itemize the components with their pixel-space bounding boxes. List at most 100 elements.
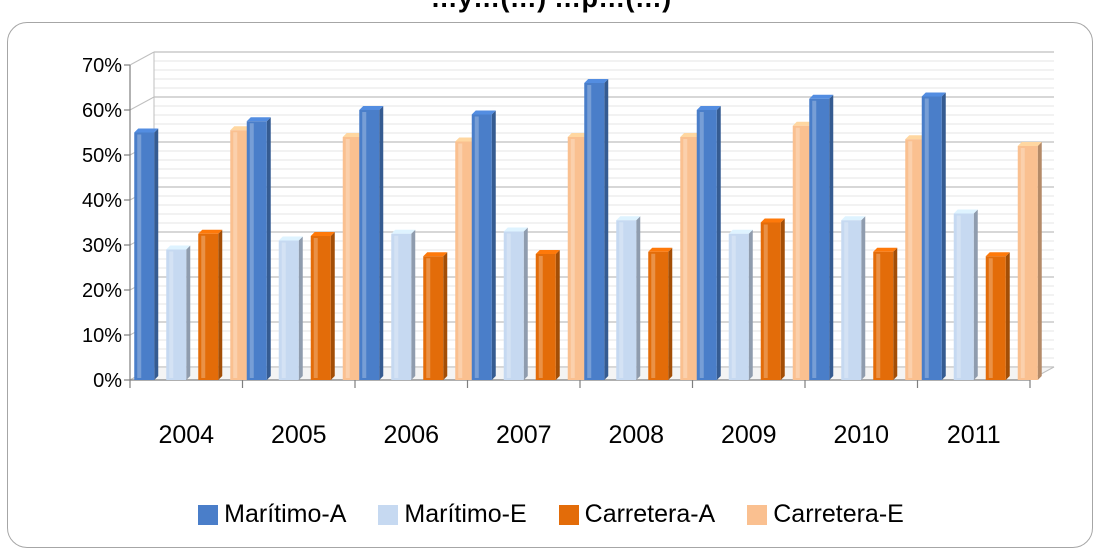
bar-mar-timo-a-2009	[696, 110, 717, 380]
bar-carretera-a-2010	[873, 251, 894, 380]
bar-carretera-e-2007	[567, 137, 588, 380]
bar-carretera-e-2011	[1017, 146, 1038, 380]
legend-item-maritimo-a: Marítimo-A	[198, 500, 346, 529]
bar-mar-timo-e-2011	[953, 213, 974, 380]
bar-top	[809, 94, 834, 99]
label-layer: 0% 10% 20% 30% 40% 50% 60% 70% 2004 2005 2006 2007 2…	[82, 55, 1001, 449]
x-tick-label: 2005	[271, 421, 327, 449]
bar-highlight	[538, 256, 543, 378]
bar-top	[423, 252, 448, 257]
bar-side	[829, 94, 834, 380]
bar-highlight	[426, 258, 431, 378]
bar-mar-timo-a-2011	[921, 96, 942, 380]
bar-mar-timo-a-2005	[246, 121, 267, 380]
y-tick-label: 30%	[82, 235, 122, 257]
y-tick-label: 20%	[82, 280, 122, 302]
legend: Marítimo-A Marítimo-E Carretera-A Carret…	[0, 500, 1102, 529]
bar-side	[298, 236, 303, 380]
bar-carretera-a-2008	[648, 251, 669, 380]
bar-top	[616, 216, 641, 221]
bar-mar-timo-a-2004	[134, 132, 155, 380]
bar-highlight	[362, 112, 367, 378]
bar-side	[604, 79, 609, 380]
bar-top	[728, 229, 753, 234]
bar-carretera-e-2006	[455, 141, 476, 380]
bar-top	[134, 128, 159, 133]
bar-side	[893, 247, 898, 380]
y-tick-label: 40%	[82, 190, 122, 212]
legend-item-carretera-a: Carretera-A	[558, 500, 715, 529]
bar-mar-timo-e-2010	[841, 220, 862, 380]
bar-top	[1017, 142, 1042, 146]
bar-highlight	[956, 215, 961, 378]
bar-highlight	[812, 100, 817, 378]
bar-carretera-a-2004	[198, 233, 219, 380]
bar-side	[780, 218, 785, 380]
bar-top	[391, 229, 416, 234]
bar-side	[523, 227, 528, 380]
bar-side	[973, 209, 978, 380]
bar-highlight	[619, 222, 624, 378]
bar-carretera-a-2009	[760, 222, 781, 380]
bar-highlight	[763, 224, 768, 378]
bar-highlight	[731, 235, 736, 378]
bar-top	[278, 236, 303, 241]
legend-item-carretera-e: Carretera-E	[747, 500, 904, 529]
bar-top	[246, 117, 271, 122]
bar-highlight	[587, 85, 592, 378]
bar-side	[716, 106, 721, 380]
y-tick-label: 70%	[82, 55, 122, 77]
bar-highlight	[249, 123, 254, 378]
bar-side	[491, 110, 496, 380]
bar-highlight	[876, 253, 881, 378]
bar-highlight	[988, 258, 993, 378]
bar-mar-timo-e-2009	[728, 233, 749, 380]
bar-highlight	[474, 116, 479, 378]
bar-side	[186, 245, 191, 380]
bar-side	[443, 252, 448, 380]
bar-mar-timo-e-2004	[166, 249, 187, 380]
bar-top	[503, 227, 528, 232]
side-wall-line	[129, 51, 155, 66]
side-wall-line	[129, 96, 155, 111]
bar-carretera-e-2010	[905, 139, 926, 380]
bar-side	[411, 229, 416, 380]
bar-highlight	[844, 222, 849, 378]
bar-top	[648, 247, 673, 252]
legend-label: Carretera-E	[773, 500, 904, 528]
legend-label: Marítimo-E	[404, 500, 527, 528]
bar-highlight	[137, 134, 142, 378]
bar-top	[471, 110, 496, 115]
bar-highlight	[169, 251, 174, 378]
bar-top	[873, 247, 898, 252]
bar-highlight	[506, 233, 511, 378]
bar-side	[748, 229, 753, 380]
bar-highlight	[570, 139, 575, 378]
bar-side	[555, 250, 560, 380]
bar-mar-timo-a-2010	[809, 98, 830, 380]
bar-side	[266, 117, 271, 380]
bar-top	[921, 92, 946, 97]
bar-side	[218, 229, 223, 380]
bar-side	[941, 92, 946, 380]
bar-top	[584, 79, 609, 83]
bar-mar-timo-e-2008	[616, 220, 637, 380]
bar-highlight	[1020, 148, 1025, 378]
bar-side	[861, 216, 866, 380]
bar-highlight	[313, 238, 318, 378]
bar-highlight	[699, 112, 704, 378]
bar-highlight	[908, 141, 913, 378]
bar-carretera-e-2009	[792, 125, 813, 380]
bar-mar-timo-e-2006	[391, 233, 412, 380]
bar-top	[359, 106, 384, 110]
bar-side	[636, 216, 641, 380]
legend-label: Marítimo-A	[224, 500, 347, 528]
bar-layer	[134, 79, 1042, 380]
y-tick-label: 10%	[82, 325, 122, 347]
bar-mar-timo-a-2007	[471, 114, 492, 380]
bar-top	[535, 250, 560, 254]
bar-carretera-a-2005	[310, 236, 331, 380]
bar-carretera-a-2007	[535, 254, 556, 380]
chart-title-clipped: …y…(…) …p…(…)	[0, 0, 1102, 23]
y-tick-label: 0%	[93, 370, 122, 392]
